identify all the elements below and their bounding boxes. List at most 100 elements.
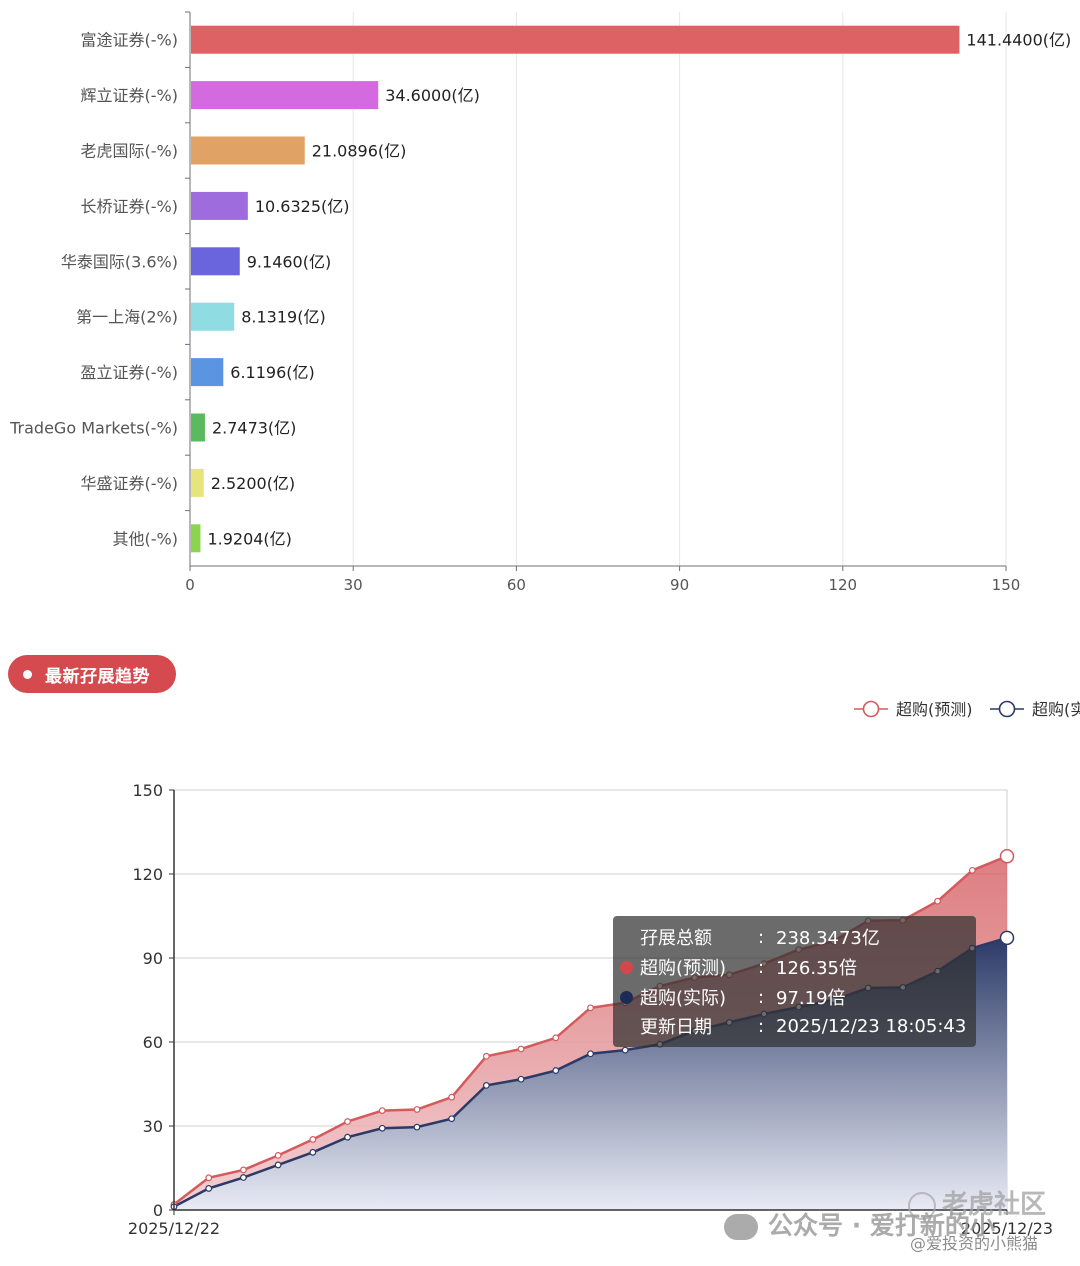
x-tick-label: 90 xyxy=(670,576,689,594)
actual-point xyxy=(170,1203,178,1211)
forecast-point xyxy=(205,1174,213,1182)
bar xyxy=(191,358,224,387)
actual-point xyxy=(448,1115,456,1123)
actual-point xyxy=(344,1133,351,1141)
category-label: 老虎国际(-%) xyxy=(81,142,178,161)
y-tick-label: 150 xyxy=(132,781,163,800)
x-tick-label: 2025/12/22 xyxy=(128,1219,220,1238)
actual-point xyxy=(552,1067,560,1074)
category-label: 第一上海(2%) xyxy=(76,308,178,327)
actual-point xyxy=(999,930,1015,946)
x-tick-label: 120 xyxy=(828,576,857,594)
actual-point xyxy=(240,1174,247,1181)
tooltip-row-actual: 超购(实际) : 97.19倍 xyxy=(613,984,976,1010)
tooltip-colon: : xyxy=(758,926,765,948)
wechat-icon xyxy=(724,1214,758,1240)
actual-point xyxy=(517,1075,525,1083)
category-label: 华泰国际(3.6%) xyxy=(61,252,178,271)
bar xyxy=(191,247,240,276)
tooltip-row-forecast: 超购(预测) : 126.35倍 xyxy=(613,954,976,980)
tooltip-value: 126.35倍 xyxy=(776,958,857,979)
actual-series-dot xyxy=(620,990,633,1004)
forecast-point xyxy=(413,1106,421,1113)
forecast-point xyxy=(587,1004,594,1012)
bar-value-label: 2.5200(亿) xyxy=(211,474,295,493)
bar-value-label: 9.1460(亿) xyxy=(247,252,331,271)
legend-label: 超购(实 xyxy=(1032,700,1080,719)
author-handle-watermark: @爱投资的小熊猫 xyxy=(910,1234,1039,1253)
legend-marker-icon xyxy=(998,700,1016,718)
forecast-series-dot xyxy=(620,960,633,974)
tooltip-colon: : xyxy=(758,986,765,1008)
bar xyxy=(191,81,379,110)
forecast-point xyxy=(999,848,1015,864)
forecast-point xyxy=(448,1093,456,1101)
y-tick-label: 30 xyxy=(143,1117,163,1136)
forecast-point xyxy=(344,1118,351,1125)
forecast-point xyxy=(274,1151,282,1159)
broker-bar-chart: 0 30 60 90 120 150 富途证券(-%) 141.4400(亿) 辉立证券(-%)… xyxy=(9,11,1071,594)
tiger-community-watermark: 老虎社区 xyxy=(908,1184,1046,1221)
tooltip-label: 超购(实际) xyxy=(640,988,727,1009)
category-label: 长桥证券(-%) xyxy=(81,197,178,216)
bar-value-label: 8.1319(亿) xyxy=(241,308,325,327)
tooltip-label: 孖展总额 xyxy=(640,928,712,949)
category-label: 辉立证券(-%) xyxy=(81,86,178,105)
actual-point xyxy=(482,1081,490,1089)
section-title: 最新孖展趋势 xyxy=(45,666,150,687)
chart-tooltip: 孖展总额 : 238.3473亿 超购(预测) : 126.35倍 超购(实际)… xyxy=(613,916,976,1047)
tiger-logo-icon xyxy=(908,1191,936,1220)
forecast-point xyxy=(934,897,941,905)
tooltip-value: 238.3473亿 xyxy=(776,928,880,949)
bar-value-label: 2.7473(亿) xyxy=(212,419,296,438)
bar-value-label: 10.6325(亿) xyxy=(255,197,350,216)
forecast-point xyxy=(240,1166,247,1174)
bar xyxy=(191,413,205,442)
bar xyxy=(191,524,201,553)
actual-point xyxy=(309,1148,317,1156)
bar xyxy=(191,191,248,220)
forecast-point xyxy=(968,866,976,874)
actual-point xyxy=(587,1050,594,1058)
bar xyxy=(191,25,960,54)
tooltip-label: 更新日期 xyxy=(640,1017,712,1038)
actual-point xyxy=(413,1123,421,1131)
actual-point xyxy=(378,1124,386,1132)
bar-value-label: 6.1196(亿) xyxy=(230,363,314,382)
forecast-point xyxy=(517,1045,525,1053)
tooltip-colon: : xyxy=(758,956,765,978)
bar-value-label: 1.9204(亿) xyxy=(207,529,291,548)
wechat-watermark: 公众号 · 爱打新的小 xyxy=(724,1206,995,1242)
actual-point xyxy=(274,1161,282,1169)
y-tick-label: 90 xyxy=(143,949,163,968)
tooltip-colon: : xyxy=(758,1015,765,1037)
forecast-point xyxy=(170,1200,178,1208)
bar xyxy=(191,302,235,331)
x-tick-label: 0 xyxy=(185,576,195,594)
bullet-icon xyxy=(23,669,32,679)
bar xyxy=(191,136,305,165)
forecast-point xyxy=(309,1136,317,1143)
x-tick-label: 150 xyxy=(992,576,1021,594)
tooltip-value: 2025/12/23 18:05:43 xyxy=(776,1015,967,1037)
x-tick-label: 60 xyxy=(507,576,526,594)
tooltip-label: 超购(预测) xyxy=(640,958,727,979)
actual-point xyxy=(205,1185,213,1192)
section-title-badge: 最新孖展趋势 xyxy=(8,655,176,693)
y-tick-label: 60 xyxy=(143,1033,163,1052)
category-label: 盈立证券(-%) xyxy=(81,363,178,382)
watermark-text: 公众号 · 爱打新的小 xyxy=(768,1211,995,1240)
actual-point xyxy=(621,1046,629,1054)
forecast-point xyxy=(552,1034,560,1042)
forecast-point xyxy=(482,1052,490,1060)
bar-value-label: 141.4400(亿) xyxy=(966,31,1071,50)
y-tick-label: 120 xyxy=(132,865,163,884)
category-label: 其他(-%) xyxy=(113,529,178,548)
legend-marker-icon xyxy=(862,700,880,718)
category-label: 富途证券(-%) xyxy=(81,31,178,50)
bar-value-label: 34.6000(亿) xyxy=(385,86,480,105)
tooltip-row-updated: 更新日期 : 2025/12/23 18:05:43 xyxy=(613,1013,976,1039)
x-tick-label: 30 xyxy=(344,576,363,594)
y-tick-label: 0 xyxy=(153,1201,163,1220)
watermark-text: 老虎社区 xyxy=(942,1190,1047,1220)
